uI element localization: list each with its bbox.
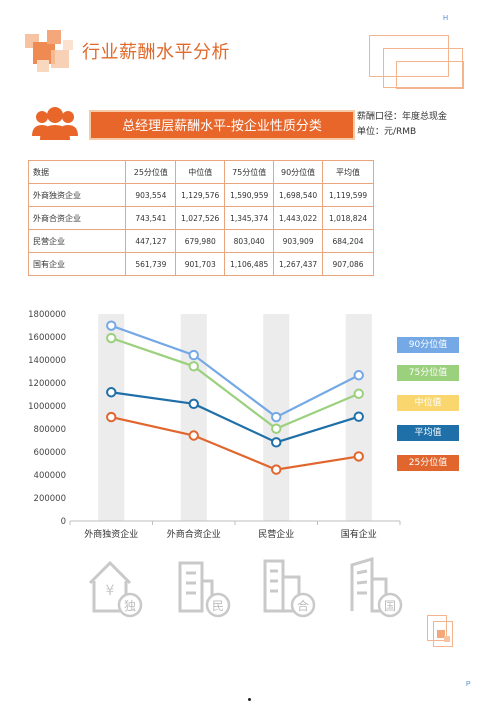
corner-mark-bottom: P [466,681,471,688]
tower-windows [270,569,278,593]
joint-venture-building-icon: 民 [178,561,231,618]
legend-entry: 平均值 [397,425,459,441]
table-row: 民营企业 447,127 679,980 803,040 903,909 684… [27,229,374,253]
salary-basis-note: 薪酬口径：年度总现金 [357,112,448,122]
y-tick-label: 400000 [34,471,66,481]
y-tick-label: 1800000 [28,310,66,320]
legend-entry: 75分位值 [397,365,459,381]
data-point [271,411,282,423]
data-point [188,430,199,441]
legend-entry: 90分位值 [397,337,459,353]
yen-symbol: ¥ [106,583,115,599]
data-point [271,437,282,448]
data-point [188,349,199,361]
badge-label: 独 [124,599,136,613]
table-cell: 803,040 [224,229,275,253]
page-dot [248,698,251,701]
row-label: 民营企业 [27,229,127,253]
table-header-cell: 中位值 [175,160,226,184]
tower-outline [350,556,374,611]
data-point [353,411,364,422]
table-cell: 907,086 [322,252,374,276]
y-tick-label: 0 [61,517,66,527]
data-point [106,387,117,398]
salary-line-chart: 0 200000 400000 600000 800000 1000000 1200000 1… [28,310,401,540]
y-tick-label: 200000 [34,494,66,504]
y-tick-label: 1600000 [28,333,66,343]
table-header-cell: 25分位值 [125,160,177,184]
table-row: 国有企业 561,739 901,703 1,106,485 1,267,437… [27,252,374,276]
data-point [106,411,117,423]
tower-windows [356,569,368,595]
badge-label: 民 [212,599,224,613]
table-cell: 447,127 [125,229,177,253]
y-tick-label: 1200000 [28,379,66,389]
series-line [111,391,360,444]
page-title: 行业薪酬水平分析 [82,42,230,63]
tower-outline [263,559,285,613]
table-cell: 1,698,540 [273,183,324,207]
enterprise-type-icons: ¥独民合国 [88,556,403,618]
section-title-bar: 总经理层薪酬水平-按企业性质分类 [89,110,355,140]
badge-circle [290,592,316,618]
salary-table: 数据 25分位值 中位值 75分位值 90分位值 平均值 外商独资企业 903,… [27,160,374,276]
series-line [111,416,359,471]
data-point [353,388,364,399]
data-point [271,423,282,434]
table-cell: 684,204 [322,229,374,253]
table-header-row: 数据 25分位值 中位值 75分位值 90分位值 平均值 [27,160,374,184]
table-cell: 1,129,576 [175,183,226,207]
badge-circle [377,592,403,618]
table-cell: 1,590,959 [224,183,275,207]
data-point [353,370,364,381]
table-cell: 1,267,437 [273,252,324,276]
x-tick-label: 民营企业 [258,528,294,540]
private-building-icon: 合 [263,559,316,618]
x-tick-label: 外商独资企业 [84,528,138,540]
table-cell: 901,703 [175,252,226,276]
state-owned-building-icon: 国 [350,556,403,618]
table-row: 外商合资企业 743,541 1,027,526 1,345,374 1,443… [27,206,374,230]
x-tick-label: 外商合资企业 [167,528,221,540]
legend-entry: 25分位值 [397,455,459,471]
header-decoration [25,30,85,75]
y-tick-label: 600000 [34,448,66,458]
table-cell: 1,443,022 [273,206,324,230]
data-point [271,464,282,475]
badge-label: 国 [384,599,396,613]
y-tick-label: 1400000 [28,356,66,366]
data-point [106,332,117,344]
section-notes: 薪酬口径：年度总现金 单位：元/RMB [357,110,447,140]
series-line [110,336,360,430]
table-cell: 1,106,485 [224,252,275,276]
table-cell: 679,980 [175,229,226,253]
tower-outline [178,561,204,613]
x-tick-label: 国有企业 [341,528,377,540]
data-point [188,398,199,410]
badge-circle [205,592,231,618]
data-point [353,451,364,462]
people-icon [32,107,78,140]
badge-circle [117,592,143,618]
badge-label: 合 [297,598,309,613]
y-tick-label: 800000 [34,425,66,435]
category-band [180,314,207,521]
table-cell: 1,018,824 [322,206,374,230]
y-tick-label: 1000000 [28,402,66,412]
data-point [106,320,117,331]
row-label: 国有企业 [27,252,127,276]
foreign-owned-building-icon: ¥独 [88,560,143,618]
data-point [188,361,199,372]
legend-entry: 中位值 [397,395,459,411]
table-cell: 743,541 [125,206,177,230]
corner-mark-top: H [443,15,449,22]
series-line [110,324,360,419]
tower-windows [186,571,196,595]
unit-note: 单位：元/RMB [357,127,417,137]
